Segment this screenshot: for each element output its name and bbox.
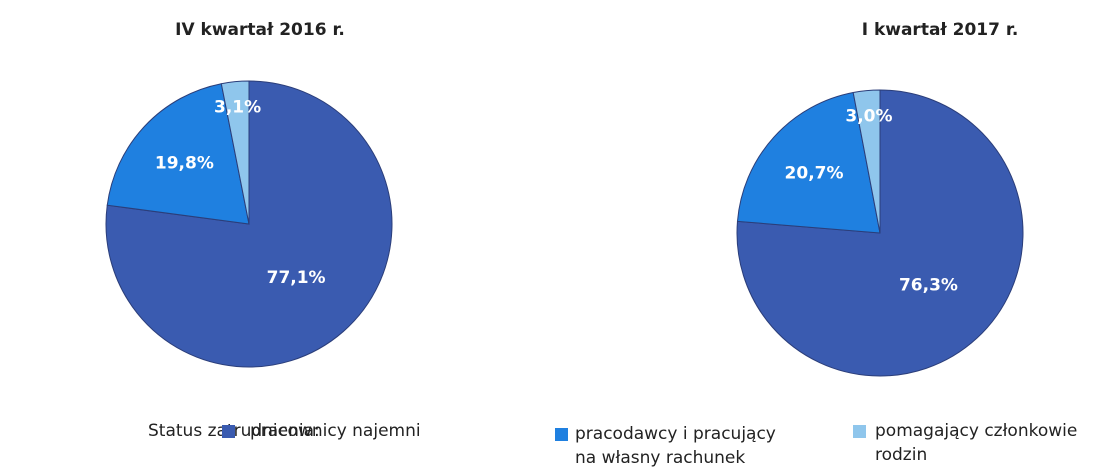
data-label: 19,8% [155, 153, 214, 173]
data-label: 20,7% [785, 164, 844, 184]
pie-slice [736, 91, 881, 234]
legend-swatch [853, 425, 866, 438]
charts: IV kwartał 2016 r. 77,1% 19,8% 3,1% I kwarta… [105, 20, 1024, 377]
legend-swatch [222, 425, 235, 438]
data-label: 3,1% [214, 97, 261, 117]
legend-label: pomagający członkowie rodzin [875, 421, 1078, 465]
legend-label: pracownicy najemni [250, 421, 421, 441]
data-label: 76,3% [899, 276, 958, 296]
data-label: 3,0% [845, 106, 892, 126]
pie-slice [736, 89, 1024, 377]
pie-slice [106, 83, 250, 225]
chart-title: IV kwartał 2016 r. [175, 20, 345, 40]
legend-swatch [555, 428, 568, 441]
chart-title: I kwartał 2017 r. [862, 20, 1019, 40]
pie-slice [852, 89, 881, 234]
pie-slice [105, 80, 393, 368]
data-label: 77,1% [267, 268, 326, 288]
pie-slice [220, 80, 250, 225]
legend-label: pracodawcy i pracujący na własny rachune… [575, 424, 776, 468]
